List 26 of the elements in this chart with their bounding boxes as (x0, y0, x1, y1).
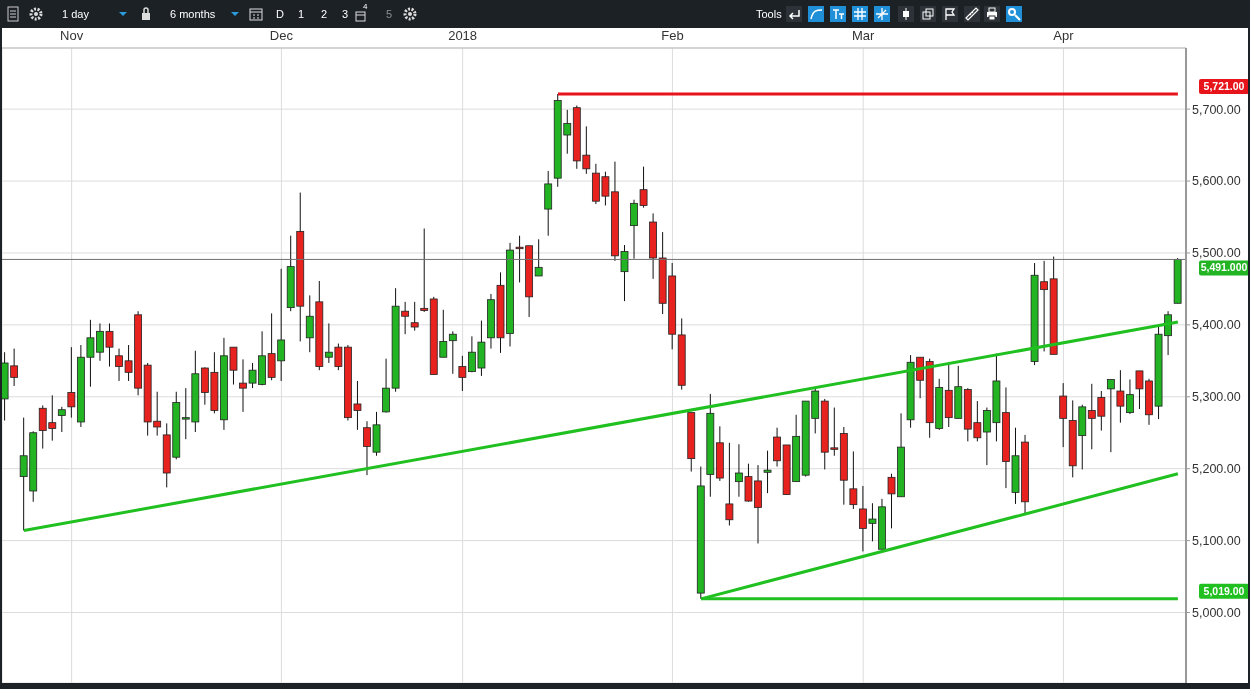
text: 3 (342, 8, 349, 20)
text: Tools (756, 8, 782, 20)
text: D (276, 8, 284, 20)
y-tick-label: 5,700.00 (1192, 102, 1241, 117)
x-tick-label: Dec (269, 28, 294, 43)
y-tick-label: 5,100.00 (1192, 534, 1241, 549)
text: 1 day (62, 8, 89, 20)
ref-line-label: 5,491.000 (1200, 261, 1248, 274)
y-tick-label: 5,500.00 (1192, 246, 1241, 261)
text: 2 (321, 8, 328, 20)
text: 5 (386, 8, 393, 20)
x-tick-label: Feb (661, 28, 684, 43)
x-tick-label: Nov (60, 28, 84, 43)
text: 5,721.00 (1203, 80, 1245, 93)
x-tick-label: Mar (851, 28, 876, 43)
y-tick-label: 5,000.00 (1192, 605, 1241, 620)
text: 5,019.00 (1203, 584, 1245, 597)
y-tick-label: 5,600.00 (1192, 174, 1241, 189)
x-tick-label: 2018 (448, 28, 478, 43)
text: 6 months (170, 8, 216, 20)
y-tick-label: 5,300.00 (1192, 390, 1241, 405)
text: 1 (298, 8, 305, 20)
text: 4 (363, 2, 368, 11)
x-tick-label: Apr (1053, 28, 1075, 43)
y-tick-label: 5,400.00 (1192, 318, 1241, 333)
y-tick-label: 5,200.00 (1192, 462, 1241, 477)
